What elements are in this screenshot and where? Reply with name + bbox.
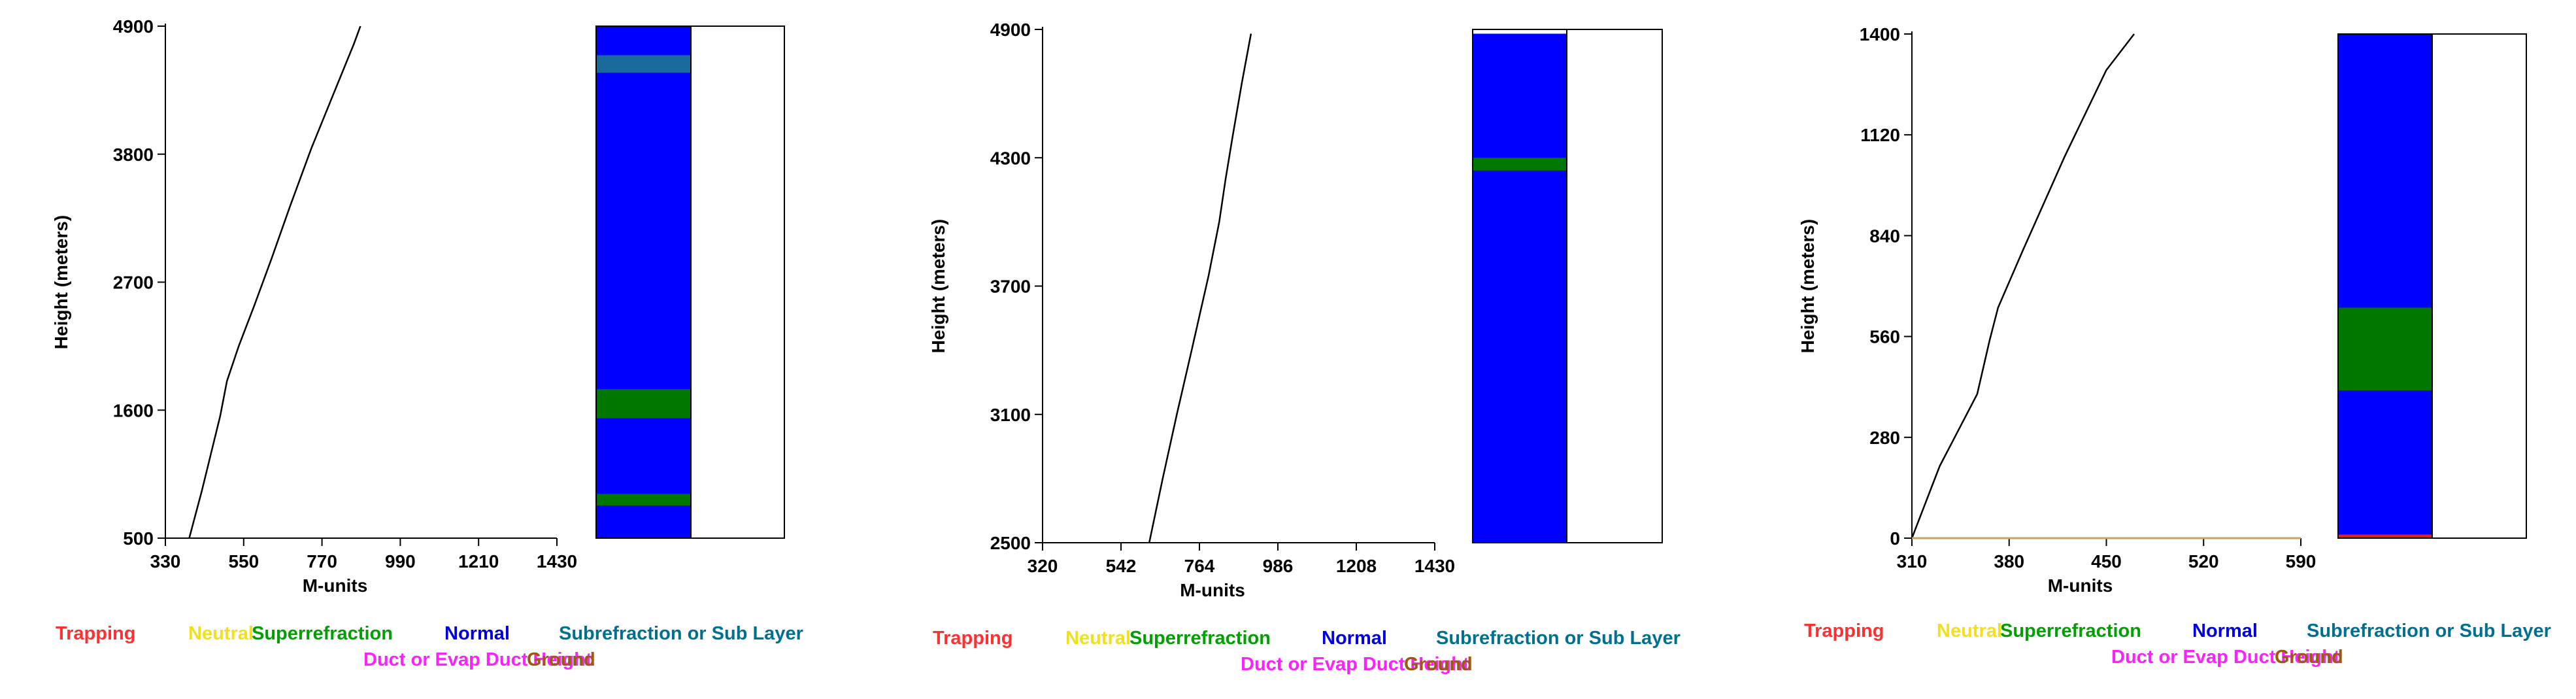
band-trapping — [2338, 534, 2432, 538]
x-axis-label: M-units — [303, 575, 368, 596]
x-axis-label: M-units — [2048, 575, 2113, 596]
x-tick-label: 330 — [150, 551, 181, 571]
y-tick-label: 840 — [1869, 226, 1900, 246]
x-tick-label: 770 — [307, 551, 337, 571]
y-tick-label: 4900 — [113, 16, 154, 37]
chart-panel-1: 500 1600 2700 3800 4900 330 550 770 990 1210 1430 M… — [51, 16, 803, 670]
y-tick-label: 4300 — [990, 148, 1031, 168]
x-tick-label: 380 — [1994, 551, 2024, 571]
y-tick-label: 0 — [1890, 528, 1900, 549]
x-tick-label: 1210 — [458, 551, 499, 571]
y-tick-label: 3800 — [113, 145, 154, 165]
x-tick-label: 542 — [1106, 556, 1137, 576]
band-normal — [2338, 34, 2432, 538]
legend-item-neutral: Neutral — [1937, 621, 2002, 641]
y-tick-label: 560 — [1869, 327, 1900, 347]
legend-item-ground: Ground — [527, 649, 595, 670]
x-tick-label: 450 — [2091, 551, 2122, 571]
legend-item-duct-or-evap-duct-height: Duct or Evap Duct Height — [363, 649, 592, 670]
legend-item-normal: Normal — [444, 623, 510, 644]
legend-item-duct-or-evap-duct-height: Duct or Evap Duct Height — [2111, 647, 2340, 668]
x-tick-label: 590 — [2286, 551, 2317, 571]
y-tick-label: 3100 — [990, 405, 1031, 425]
y-tick-label: 1600 — [113, 400, 154, 420]
y-tick-label: 3700 — [990, 277, 1031, 297]
x-tick-label: 1208 — [1336, 556, 1377, 576]
series-line-1 — [188, 26, 361, 539]
legend-item-superrefraction: Superrefraction — [252, 623, 393, 644]
series-line-1 — [1911, 33, 2135, 539]
y-tick-label: 500 — [123, 528, 154, 549]
band-superrefraction — [1473, 158, 1567, 171]
band-superrefraction — [596, 389, 691, 418]
legend-item-trapping: Trapping — [933, 628, 1012, 649]
y-tick-label: 280 — [1869, 428, 1900, 448]
band-superrefraction — [596, 494, 691, 506]
legend-item-superrefraction: Superrefraction — [1129, 628, 1271, 649]
legend-item-normal: Normal — [2192, 621, 2258, 641]
legend-item-superrefraction: Superrefraction — [2000, 621, 2141, 641]
x-tick-label: 990 — [385, 551, 416, 571]
legend-item-neutral: Neutral — [1065, 628, 1131, 649]
legend-item-normal: Normal — [1322, 628, 1387, 649]
y-tick-label: 2700 — [113, 273, 154, 293]
x-tick-label: 310 — [1897, 551, 1928, 571]
chart-panel-3: 0 280 560 840 1120 1400 310 380 450 520 590 M-units… — [1798, 24, 2551, 668]
x-tick-label: 764 — [1184, 556, 1215, 576]
legend-item-subrefraction-or-sub-layer: Subrefraction or Sub Layer — [559, 623, 803, 644]
y-axis-label: Height (meters) — [51, 215, 71, 349]
chart-panel-2: 2500 3100 3700 4300 4900 320 542 764 986 1208 1430… — [928, 20, 1681, 675]
legend-item-subrefraction-or-sub-layer: Subrefraction or Sub Layer — [1436, 628, 1681, 649]
x-tick-label: 520 — [2188, 551, 2219, 571]
legend-item-subrefraction-or-sub-layer: Subrefraction or Sub Layer — [2307, 621, 2551, 641]
y-tick-label: 1120 — [1860, 125, 1900, 145]
series-line-1 — [1148, 33, 1252, 543]
y-axis-label: Height (meters) — [928, 219, 948, 353]
band-subrefraction-or-sub-layer — [596, 55, 691, 73]
x-tick-label: 1430 — [537, 551, 577, 571]
y-tick-label: 1400 — [1860, 24, 1900, 44]
x-tick-label: 320 — [1028, 556, 1058, 576]
legend-item-trapping: Trapping — [1804, 621, 1884, 641]
x-axis-label: M-units — [1180, 580, 1245, 600]
legend-item-ground: Ground — [1404, 654, 1473, 675]
legend-item-ground: Ground — [2275, 647, 2343, 668]
y-tick-label: 4900 — [990, 20, 1031, 40]
legend-item-duct-or-evap-duct-height: Duct or Evap Duct Height — [1241, 654, 1469, 675]
y-axis-label: Height (meters) — [1798, 219, 1818, 353]
band-normal — [596, 26, 691, 538]
legend-item-trapping: Trapping — [56, 623, 135, 644]
band-superrefraction — [2338, 307, 2432, 391]
x-tick-label: 550 — [228, 551, 259, 571]
legend-item-neutral: Neutral — [188, 623, 254, 644]
x-tick-label: 1430 — [1414, 556, 1455, 576]
y-tick-label: 2500 — [990, 533, 1031, 553]
x-tick-label: 986 — [1263, 556, 1294, 576]
band-normal — [1473, 33, 1567, 543]
